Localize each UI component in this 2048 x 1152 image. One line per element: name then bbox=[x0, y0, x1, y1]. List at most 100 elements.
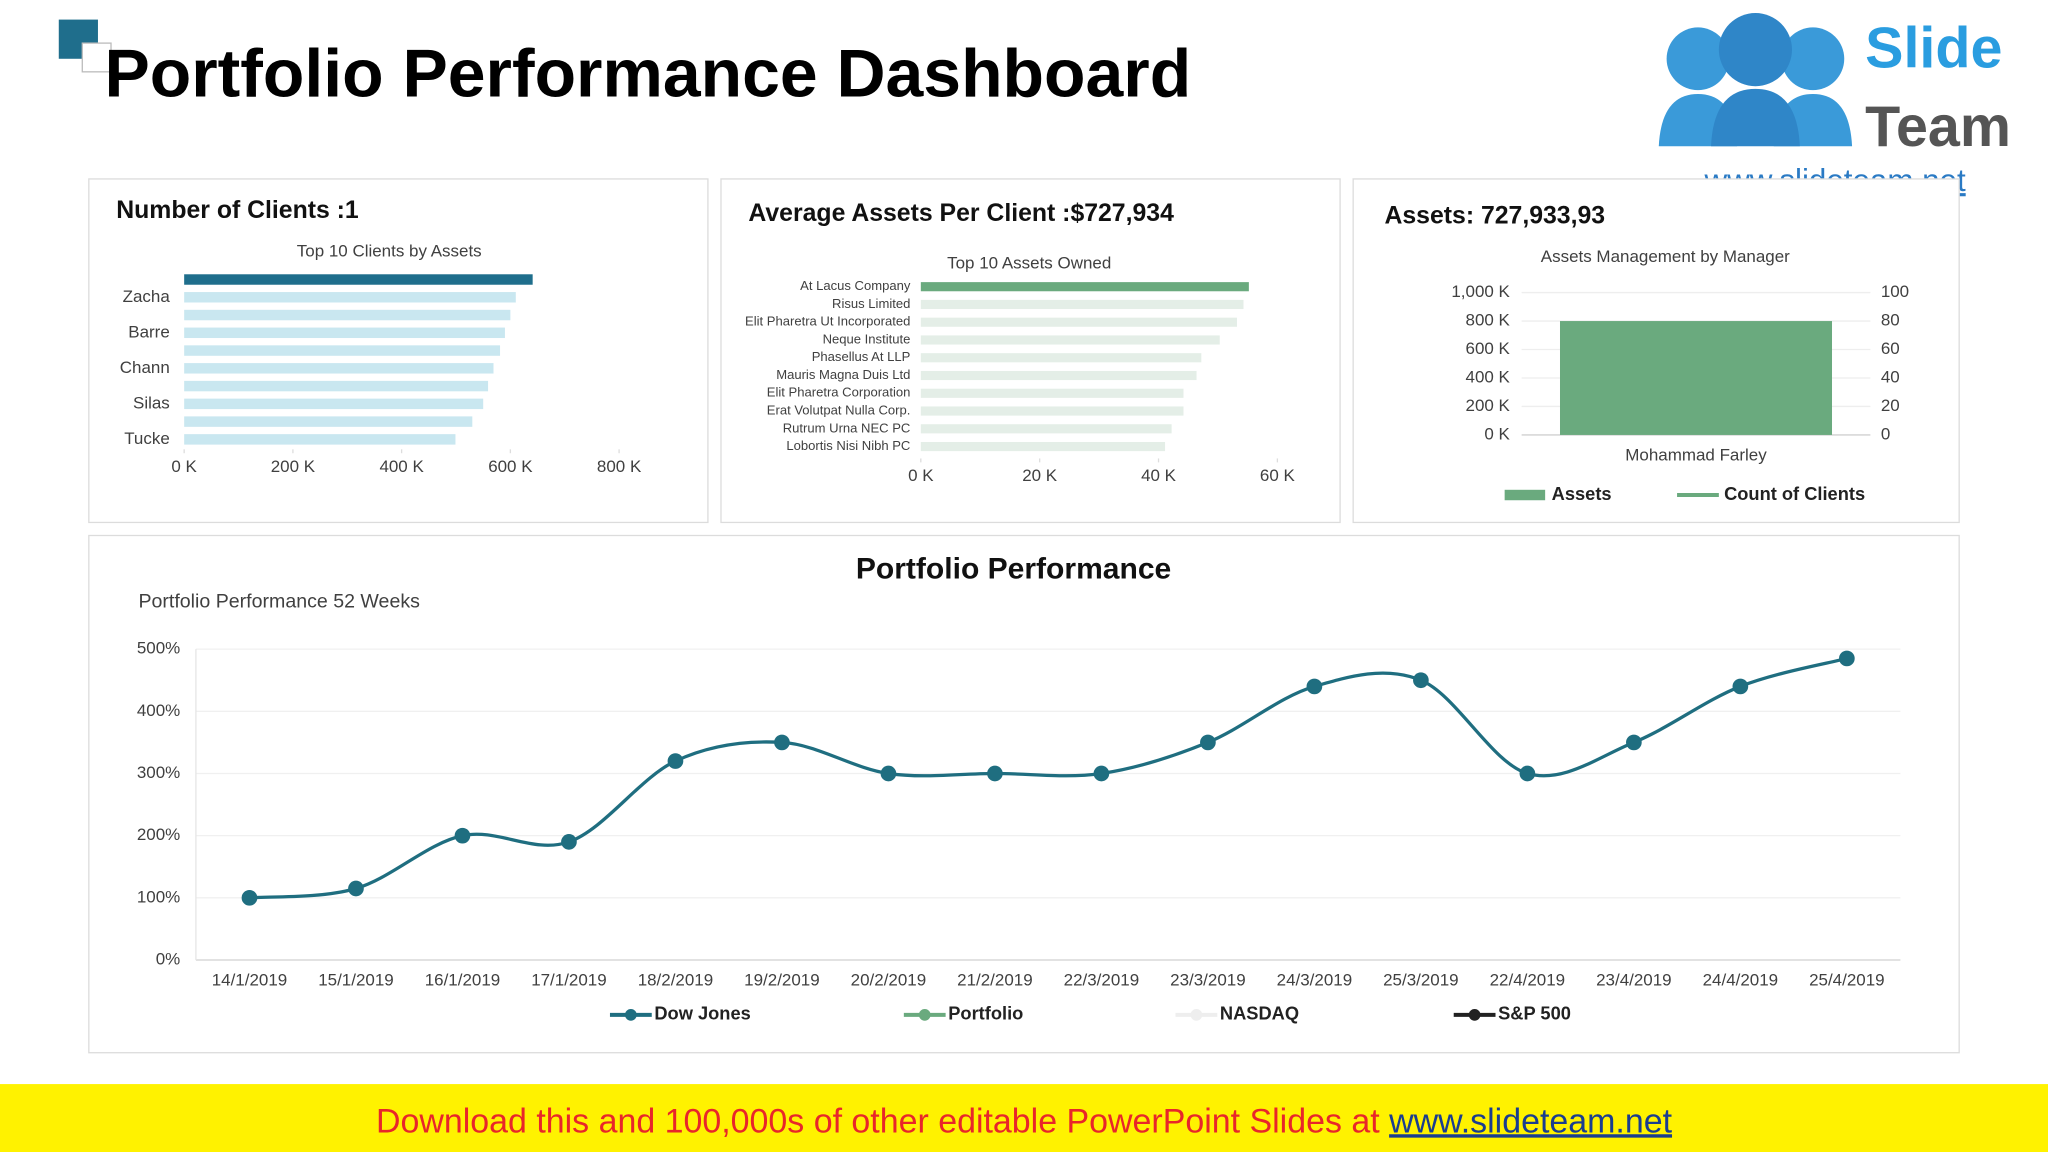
point bbox=[1626, 734, 1642, 751]
point bbox=[454, 827, 471, 844]
bar bbox=[920, 388, 1184, 398]
y-tick-label: 200 K bbox=[1466, 396, 1511, 415]
y-tick-label: Silas bbox=[133, 393, 170, 412]
footer-link[interactable]: www.slideteam.net bbox=[1388, 1102, 1673, 1140]
y2-tick-label: 60 bbox=[1881, 339, 1900, 358]
footer-bar bbox=[0, 1084, 2048, 1152]
y2-tick-label: 100 bbox=[1881, 282, 1909, 301]
logo-head bbox=[1666, 27, 1730, 91]
point bbox=[561, 834, 577, 850]
panel-heading: Average Assets Per Client :$727,934 bbox=[748, 200, 1174, 227]
y-tick-label: Barre bbox=[128, 322, 170, 341]
x-tick-label: 23/4/2019 bbox=[1596, 970, 1672, 989]
x-tick-label: 16/1/2019 bbox=[425, 970, 501, 989]
bar bbox=[184, 309, 511, 321]
legend-label: NASDAQ bbox=[1220, 1003, 1299, 1024]
y-tick-label: 100% bbox=[137, 887, 180, 906]
logo-word: Team bbox=[1865, 95, 2011, 159]
point bbox=[667, 753, 684, 769]
point bbox=[1200, 734, 1216, 751]
x-tick-label: 22/3/2019 bbox=[1064, 970, 1140, 989]
x-tick-label: 20 K bbox=[1022, 466, 1058, 485]
y-tick-label: 0 K bbox=[1484, 424, 1510, 443]
bar bbox=[920, 335, 1220, 345]
bar bbox=[184, 345, 501, 356]
bar bbox=[184, 274, 533, 285]
legend-swatch bbox=[1190, 1008, 1203, 1021]
y-tick-label: Mauris Magna Duis Ltd bbox=[776, 367, 910, 382]
chart-title: Top 10 Assets Owned bbox=[947, 253, 1111, 272]
page-title: Portfolio Performance Dashboard bbox=[104, 36, 1191, 111]
panel bbox=[88, 534, 1960, 1054]
y-tick-label: 400 K bbox=[1466, 367, 1511, 386]
legend-label: S&P 500 bbox=[1498, 1003, 1571, 1024]
x-tick-label: 40 K bbox=[1141, 466, 1177, 485]
panel-heading: Assets: 727,933,93 bbox=[1384, 202, 1605, 229]
y-tick-label: Erat Volutpat Nulla Corp. bbox=[767, 402, 911, 417]
legend-label: Count of Clients bbox=[1724, 483, 1865, 504]
bar bbox=[920, 282, 1249, 292]
logo: Slide Team www.slideteam.net bbox=[1639, 0, 2038, 198]
bar bbox=[1559, 321, 1833, 435]
x-tick-label: 21/2/2019 bbox=[957, 970, 1033, 989]
panel-heading: Number of Clients :1 bbox=[116, 197, 359, 224]
x-tick-label: 17/1/2019 bbox=[531, 970, 607, 989]
y-tick-label: Rutrum Urna NEC PC bbox=[783, 420, 911, 435]
legend-label: Dow Jones bbox=[654, 1003, 750, 1024]
x-tick-label: 19/2/2019 bbox=[744, 970, 820, 989]
y-tick-label: 1,000 K bbox=[1451, 282, 1510, 301]
y-tick-label: Phasellus At LLP bbox=[812, 349, 911, 364]
x-tick-label: Mohammad Farley bbox=[1625, 445, 1767, 464]
logo-body bbox=[1711, 88, 1800, 147]
bar bbox=[184, 398, 484, 410]
y-tick-label: Zacha bbox=[123, 287, 171, 306]
bar bbox=[920, 299, 1244, 310]
point bbox=[241, 889, 258, 906]
y-tick-label: 400% bbox=[137, 701, 180, 720]
y-tick-label: 500% bbox=[137, 639, 180, 658]
bar bbox=[184, 434, 456, 445]
bar bbox=[920, 406, 1184, 416]
bar bbox=[920, 424, 1172, 434]
chart-title: Assets Management by Manager bbox=[1541, 247, 1790, 266]
x-tick-label: 600 K bbox=[488, 457, 533, 476]
point bbox=[1413, 672, 1429, 689]
point bbox=[774, 734, 790, 751]
bar bbox=[184, 363, 494, 374]
y-tick-label: Elit Pharetra Ut Incorporated bbox=[745, 314, 910, 329]
x-tick-label: 20/2/2019 bbox=[851, 970, 927, 989]
x-tick-label: 18/2/2019 bbox=[638, 970, 713, 989]
x-tick-label: 0 K bbox=[171, 457, 197, 476]
x-tick-label: 60 K bbox=[1260, 466, 1296, 485]
legend-swatch bbox=[918, 1008, 931, 1021]
y-tick-label: Elit Pharetra Corporation bbox=[767, 385, 911, 400]
x-tick-label: 800 K bbox=[597, 457, 642, 476]
x-tick-label: 24/4/2019 bbox=[1703, 970, 1779, 989]
point bbox=[880, 765, 897, 782]
x-tick-label: 25/4/2019 bbox=[1809, 970, 1885, 989]
y-tick-label: Tucke bbox=[124, 429, 170, 448]
y-tick-label: At Lacus Company bbox=[800, 278, 911, 293]
y-tick-label: Lobortis Nisi Nibh PC bbox=[786, 438, 910, 453]
y2-tick-label: 40 bbox=[1881, 367, 1900, 386]
x-tick-label: 22/4/2019 bbox=[1490, 970, 1566, 989]
x-tick-label: 14/1/2019 bbox=[212, 970, 288, 989]
y-tick-label: 0% bbox=[156, 949, 181, 968]
y-tick-label: 600 K bbox=[1466, 339, 1511, 358]
bar bbox=[184, 327, 505, 339]
y2-tick-label: 20 bbox=[1881, 396, 1900, 415]
point bbox=[1839, 650, 1855, 667]
point bbox=[1093, 765, 1110, 782]
x-tick-label: 23/3/2019 bbox=[1170, 970, 1246, 989]
x-tick-label: 25/3/2019 bbox=[1383, 970, 1459, 989]
y-tick-label: Risus Limited bbox=[832, 296, 910, 311]
logo-word: Slide bbox=[1865, 16, 2002, 80]
y-tick-label: 300% bbox=[137, 763, 180, 782]
y-tick-label: 800 K bbox=[1466, 311, 1511, 330]
y2-tick-label: 0 bbox=[1881, 424, 1890, 443]
point bbox=[1732, 678, 1749, 695]
bar bbox=[184, 292, 516, 303]
bar bbox=[184, 416, 473, 427]
